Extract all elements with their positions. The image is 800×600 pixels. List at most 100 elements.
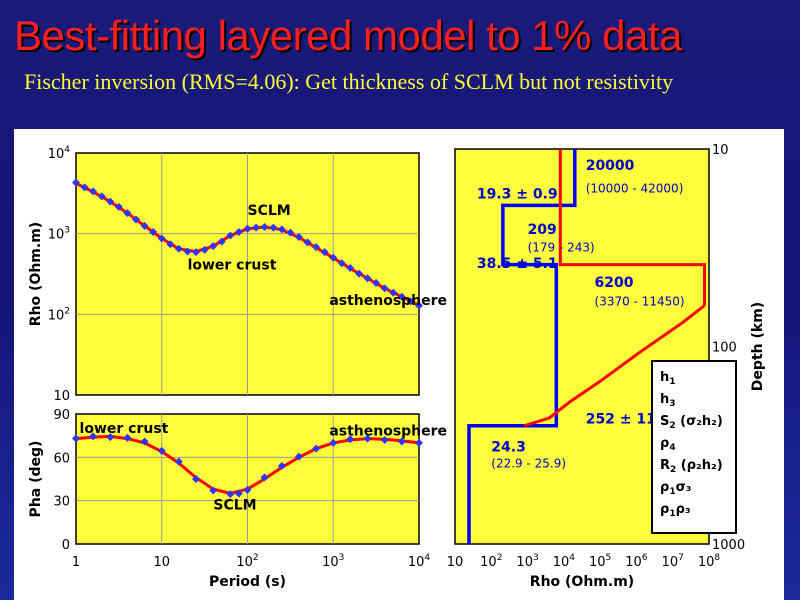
- rho-data-point-25: [286, 228, 295, 237]
- phase-data-point-8: [209, 486, 218, 495]
- phase-data-point-4: [140, 437, 149, 446]
- model-legend-item-0: h1: [660, 370, 676, 387]
- rho-data-point-24: [277, 225, 286, 234]
- rho-data-point-33: [355, 269, 364, 278]
- figure-panel: 10 102 103 104 Rho (Ohm.m) SCLM lower crust ast…: [14, 129, 784, 600]
- rho-data-point-4: [106, 197, 115, 206]
- period-x-tick-2: 102: [236, 553, 258, 570]
- phase-data-point-10: [234, 489, 243, 498]
- phase-data-point-11: [243, 485, 252, 494]
- model-x-tick-2: 103: [516, 553, 538, 570]
- rho-data-point-20: [243, 224, 252, 233]
- slide-title: Best-fitting layered model to 1% data: [14, 12, 682, 59]
- model-range-label-4: (179 - 243): [528, 240, 595, 254]
- period-x-tick-3: 103: [322, 553, 344, 570]
- model-y-axis-title: Depth (km): [750, 302, 766, 391]
- rho-data-point-23: [269, 223, 278, 232]
- phase-annotation-0: lower crust: [80, 421, 169, 437]
- phase-data-point-15: [312, 444, 321, 453]
- rho-annotation-2: asthenosphere: [329, 293, 447, 309]
- model-x-axis-title: Rho (Ohm.m): [530, 574, 634, 590]
- model-true-step: [558, 149, 706, 306]
- period-x-axis-title: Period (s): [209, 574, 286, 590]
- phase-data-point-13: [277, 462, 286, 470]
- rho-data-point-28: [312, 243, 321, 252]
- model-legend-item-3: ρ4: [660, 436, 676, 453]
- model-x-tick-3: 104: [553, 553, 576, 570]
- rho-data-point-0: [72, 178, 80, 187]
- model-value-label-2: 19.3 ± 0.9: [477, 186, 558, 202]
- rho-data-point-21: [252, 223, 261, 232]
- rho-data-point-36: [380, 284, 389, 293]
- rho-data-point-7: [132, 215, 141, 224]
- phase-data-point-1: [89, 432, 98, 441]
- phase-data-point-7: [192, 475, 201, 483]
- model-x-tick-6: 107: [662, 553, 684, 570]
- model-legend-item-6: ρ1ρ₃: [660, 502, 691, 519]
- rho-data-point-35: [372, 278, 381, 287]
- phase-y-tick-2: 60: [53, 451, 70, 466]
- rho-data-point-27: [303, 238, 312, 247]
- phase-data-point-9: [226, 490, 235, 499]
- rho-data-point-3: [97, 192, 106, 201]
- rho-data-point-2: [89, 187, 98, 196]
- period-x-tick-4: 104: [408, 553, 431, 570]
- rho-data-point-39: [406, 297, 415, 306]
- model-legend-item-5: ρ1σ₃: [660, 480, 691, 497]
- model-x-tick-7: 108: [698, 553, 721, 570]
- slide-subtitle: Fischer inversion (RMS=4.06): Get thickn…: [24, 69, 674, 94]
- model-y-tick-2: 1000: [712, 538, 745, 553]
- phase-data-point-14: [294, 452, 303, 461]
- model-legend-item-2: S2 (σ₂h₂): [660, 414, 723, 431]
- phase-data-point-6: [174, 457, 183, 466]
- model-bounds-step: [467, 149, 577, 544]
- model-range-label-1: (10000 - 42000): [586, 181, 684, 195]
- rho-y-tick-2: 103: [48, 226, 70, 243]
- rho-data-point-22: [260, 222, 269, 231]
- rho-data-point-31: [337, 259, 346, 268]
- model-x-tick-4: 105: [589, 553, 611, 570]
- phase-y-tick-3: 90: [53, 408, 70, 423]
- phase-y-tick-1: 30: [53, 495, 70, 510]
- rho-data-point-10: [157, 234, 166, 243]
- model-legend-item-1: h3: [660, 392, 676, 409]
- rho-data-point-34: [363, 274, 372, 283]
- phase-data-point-12: [260, 473, 269, 482]
- phase-data-point-20: [397, 437, 406, 446]
- figure-svg: 10 102 103 104 Rho (Ohm.m) SCLM lower crust ast…: [28, 143, 766, 590]
- model-y-tick-1: 100: [712, 341, 737, 356]
- rho-data-point-26: [294, 232, 303, 241]
- phase-annotation-1: asthenosphere: [329, 424, 447, 440]
- rho-data-point-37: [389, 288, 398, 297]
- rho-data-point-5: [114, 202, 123, 211]
- rho-annotation-0: SCLM: [248, 203, 291, 219]
- rho-y-tick-3: 104: [48, 145, 71, 162]
- rho-data-point-17: [217, 237, 226, 246]
- phase-y-tick-0: 0: [62, 538, 70, 553]
- rho-data-point-15: [200, 245, 209, 254]
- rho-data-point-6: [123, 209, 132, 218]
- rho-data-point-32: [346, 264, 355, 273]
- rho-data-point-11: [166, 240, 175, 249]
- rho-data-point-9: [149, 227, 158, 236]
- model-legend-item-4: R2 (ρ₂h₂): [660, 458, 723, 475]
- period-x-tick-0: 1: [72, 555, 80, 570]
- rho-data-point-30: [329, 253, 338, 262]
- phase-data-point-17: [346, 435, 355, 444]
- phase-data-point-2: [106, 433, 115, 442]
- rho-data-point-38: [397, 292, 406, 301]
- rho-y-axis-title: Rho (Ohm.m): [28, 222, 44, 326]
- phase-annotation-2: SCLM: [213, 497, 256, 513]
- phase-data-point-0: [72, 434, 80, 443]
- phase-data-point-3: [123, 433, 132, 442]
- phase-data-point-21: [415, 438, 423, 447]
- model-value-label-8: 252 ± 11: [586, 412, 656, 428]
- phase-y-axis-title: Pha (deg): [28, 441, 44, 518]
- rho-data-point-18: [226, 231, 235, 240]
- phase-data-point-16: [329, 438, 338, 447]
- rho-data-point-14: [192, 248, 201, 257]
- model-x-tick-5: 106: [625, 553, 648, 570]
- rho-data-point-12: [174, 244, 183, 253]
- rho-data-point-29: [320, 248, 329, 257]
- model-x-tick-0: 10: [447, 555, 464, 570]
